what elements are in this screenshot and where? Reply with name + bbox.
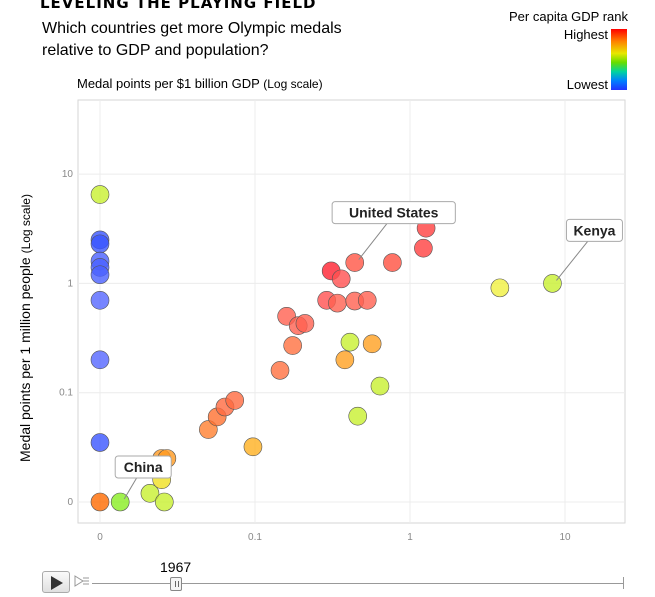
data-point xyxy=(90,265,110,285)
legend-high-label: Highest xyxy=(563,27,608,42)
callout-box xyxy=(331,201,456,225)
data-point xyxy=(270,361,290,380)
data-point xyxy=(243,437,263,457)
timeline-track[interactable] xyxy=(92,583,624,584)
data-point xyxy=(90,291,110,310)
legend-low-label: Lowest xyxy=(566,77,608,92)
x-tick-label: 10 xyxy=(559,532,571,543)
data-point xyxy=(295,314,315,333)
callout-label: Kenya xyxy=(573,222,615,238)
timeline-slider-handle[interactable] xyxy=(170,577,182,591)
data-point xyxy=(90,185,110,204)
data-point xyxy=(331,269,351,289)
speed-icon[interactable] xyxy=(74,574,90,588)
data-point xyxy=(345,253,365,272)
data-point xyxy=(283,336,302,355)
chart-headline: Which countries get more Olympic medals … xyxy=(42,20,342,59)
data-point xyxy=(90,492,110,512)
play-button[interactable] xyxy=(42,571,70,593)
legend-color-gradient xyxy=(611,29,627,90)
x-tick-label: 0.1 xyxy=(248,532,262,543)
y-tick-label: 0 xyxy=(67,497,73,508)
data-point xyxy=(362,334,382,354)
data-point xyxy=(90,350,110,370)
data-point xyxy=(414,238,433,258)
x-tick-label: 1 xyxy=(407,532,413,543)
x-axis-label: Medal points per $1 billion GDP xyxy=(77,76,260,91)
callout-leader xyxy=(556,240,589,281)
data-point xyxy=(490,278,510,298)
data-point xyxy=(225,391,245,410)
data-point xyxy=(357,291,377,310)
data-point xyxy=(328,293,347,313)
data-point xyxy=(370,376,390,396)
timeline-end-marker xyxy=(623,577,624,589)
data-point xyxy=(155,492,174,512)
data-point xyxy=(335,350,355,370)
x-axis-title[interactable]: Medal points per $1 billion GDP (Log sca… xyxy=(77,76,323,91)
data-point xyxy=(383,253,402,272)
callout-leader xyxy=(123,476,138,500)
current-year-label: 1967 xyxy=(160,559,192,575)
chart-kicker: LEVELING THE PLAYING FIELD xyxy=(40,0,317,12)
callout-box xyxy=(565,218,623,242)
data-point xyxy=(90,433,110,452)
y-tick-label: 10 xyxy=(62,169,74,180)
callout-leader xyxy=(358,222,389,260)
y-tick-label: 1 xyxy=(67,278,73,289)
data-point xyxy=(348,406,368,426)
data-point xyxy=(90,234,110,254)
x-tick-label: 0 xyxy=(97,532,103,543)
x-axis-scale-note: (Log scale) xyxy=(263,77,323,91)
data-point xyxy=(340,332,360,352)
callout-label: United States xyxy=(349,205,439,221)
callout-label: China xyxy=(124,459,163,475)
y-tick-label: 0.1 xyxy=(59,388,73,399)
data-point xyxy=(543,274,562,293)
legend-title: Per capita GDP rank xyxy=(509,9,628,24)
data-point xyxy=(140,484,160,503)
play-icon xyxy=(51,576,63,590)
callout-box xyxy=(114,455,172,479)
